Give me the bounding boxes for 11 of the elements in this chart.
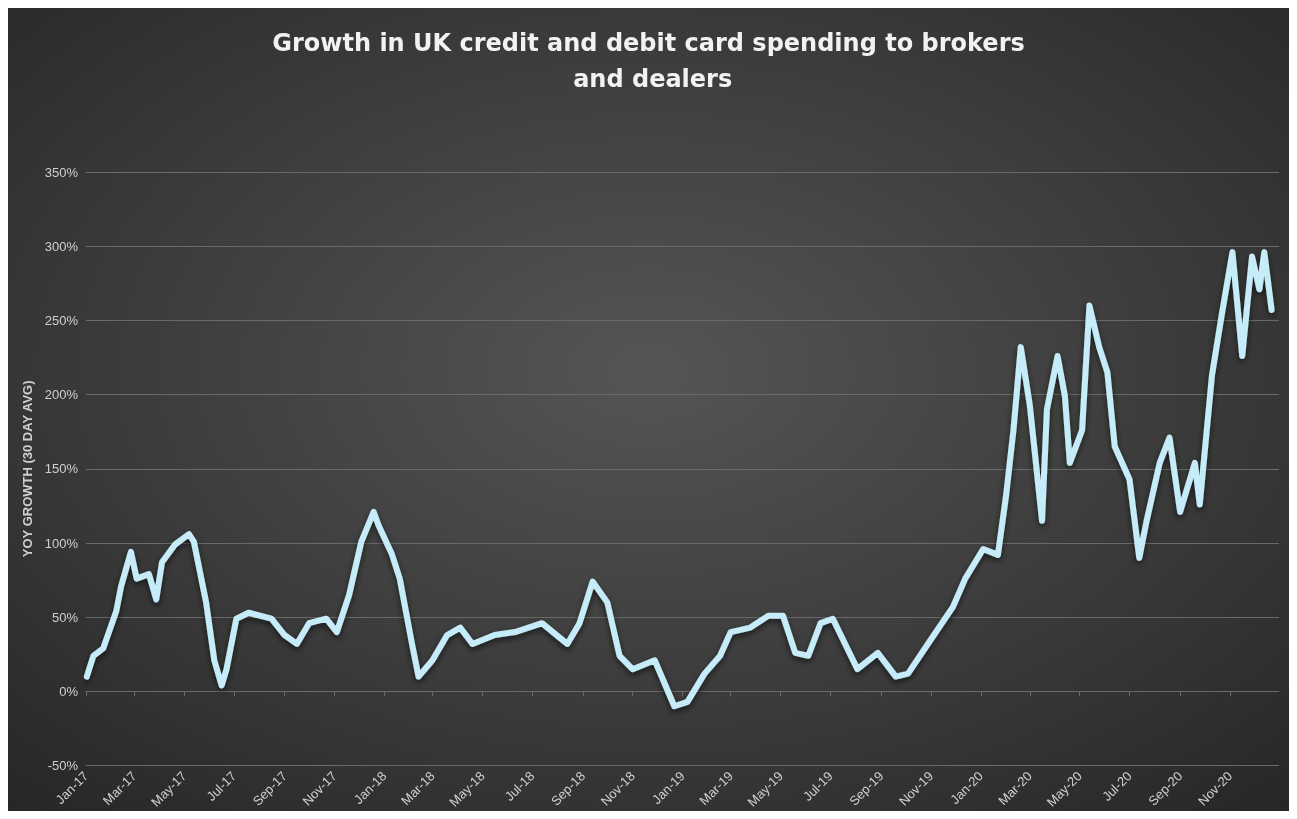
y-tick-label: 200% [44, 387, 79, 403]
y-axis-title: YOY GROWTH (30 DAY AVG) [19, 380, 35, 558]
y-tick-label: 100% [44, 535, 79, 551]
y-tick-label: 0% [59, 683, 79, 699]
y-tick-label: 250% [44, 312, 79, 328]
y-tick-label: 300% [44, 238, 79, 254]
y-tick-label: 150% [44, 461, 79, 477]
y-tick-label: 350% [44, 164, 79, 180]
y-tick-label: 50% [51, 609, 79, 625]
chart-title: Growth in UK credit and debit card spending to brokers and dealers [272, 29, 1025, 93]
y-tick-label: -50% [47, 758, 79, 774]
